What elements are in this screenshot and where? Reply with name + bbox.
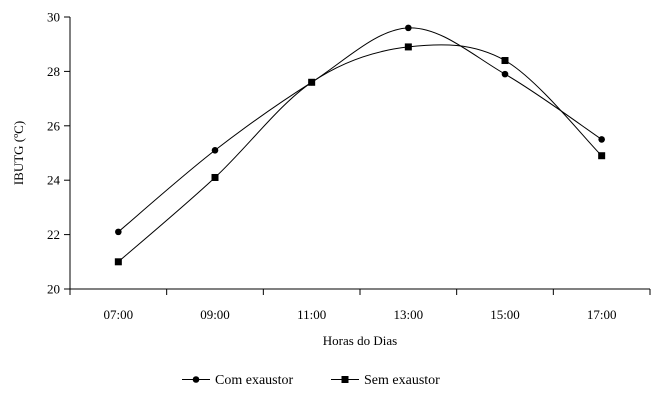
y-tick-label: 22 <box>47 227 60 242</box>
x-axis-title: Horas do Dias <box>323 333 397 348</box>
y-axis-ticks: 20 22 24 26 28 30 <box>47 10 70 297</box>
y-tick-label: 28 <box>47 64 60 79</box>
x-tick-label: 09:00 <box>200 307 230 322</box>
data-point-com-exaustor <box>405 25 412 32</box>
legend-label: Com exaustor <box>215 373 293 388</box>
data-point-sem-exaustor <box>405 43 412 50</box>
x-tick-label: 07:00 <box>104 307 134 322</box>
series-line-com-exaustor <box>118 28 601 232</box>
y-tick-label: 20 <box>47 282 60 297</box>
legend-marker <box>342 376 349 383</box>
x-tick-label: 13:00 <box>394 307 424 322</box>
data-point-com-exaustor <box>502 71 509 78</box>
data-point-sem-exaustor <box>308 79 315 86</box>
legend-label: Sem exaustor <box>364 373 440 388</box>
legend-marker <box>193 376 200 383</box>
y-axis-title: IBUTG (ºC) <box>11 121 26 185</box>
x-tick-label: 11:00 <box>297 307 326 322</box>
data-point-com-exaustor <box>598 136 605 143</box>
x-tick-label: 17:00 <box>587 307 617 322</box>
legend: Com exaustor Sem exaustor <box>182 373 440 388</box>
data-point-sem-exaustor <box>502 57 509 64</box>
data-point-com-exaustor <box>115 229 122 236</box>
data-point-sem-exaustor <box>115 258 122 265</box>
series-line-sem-exaustor <box>118 45 601 262</box>
data-point-com-exaustor <box>212 147 219 154</box>
data-point-sem-exaustor <box>598 152 605 159</box>
series-layer <box>115 25 605 266</box>
y-tick-label: 30 <box>47 10 60 25</box>
legend-item-com-exaustor: Com exaustor <box>182 373 293 388</box>
legend-item-sem-exaustor: Sem exaustor <box>331 373 440 388</box>
y-tick-label: 26 <box>47 118 61 133</box>
series-com-exaustor <box>115 25 605 236</box>
series-sem-exaustor <box>115 43 605 265</box>
y-tick-label: 24 <box>47 173 61 188</box>
data-point-sem-exaustor <box>212 174 219 181</box>
x-axis-ticks: 07:00 09:00 11:00 13:00 15:00 17:00 <box>70 289 650 322</box>
x-tick-label: 15:00 <box>490 307 520 322</box>
